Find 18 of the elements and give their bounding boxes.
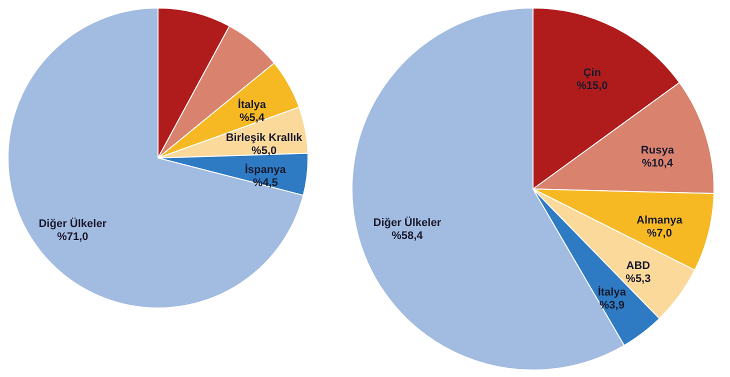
slice-label: Rusya bbox=[640, 144, 675, 156]
slice-label: Diğer Ülkeler bbox=[373, 216, 442, 229]
data-label: %71,0 bbox=[57, 231, 88, 244]
slice-label: Birleşik Krallık bbox=[226, 132, 304, 144]
data-label: %7,0 bbox=[646, 228, 672, 240]
data-label: %10,4 bbox=[642, 157, 674, 170]
slice-label: İtalya bbox=[238, 98, 267, 111]
slice-label: ABD bbox=[626, 260, 650, 272]
slice-label: Çin bbox=[583, 66, 602, 79]
data-label: %5,0 bbox=[252, 144, 277, 157]
data-label: %15,0 bbox=[576, 80, 608, 92]
slice-label: Almanya bbox=[636, 214, 684, 227]
data-label: %5,3 bbox=[626, 272, 651, 285]
data-label: %5,4 bbox=[239, 112, 266, 124]
slice-label: İspanya bbox=[244, 162, 287, 176]
slice-label: Diğer Ülkeler bbox=[38, 217, 108, 230]
data-label: %58,4 bbox=[392, 230, 424, 242]
slice-label: İtalya bbox=[598, 286, 627, 299]
